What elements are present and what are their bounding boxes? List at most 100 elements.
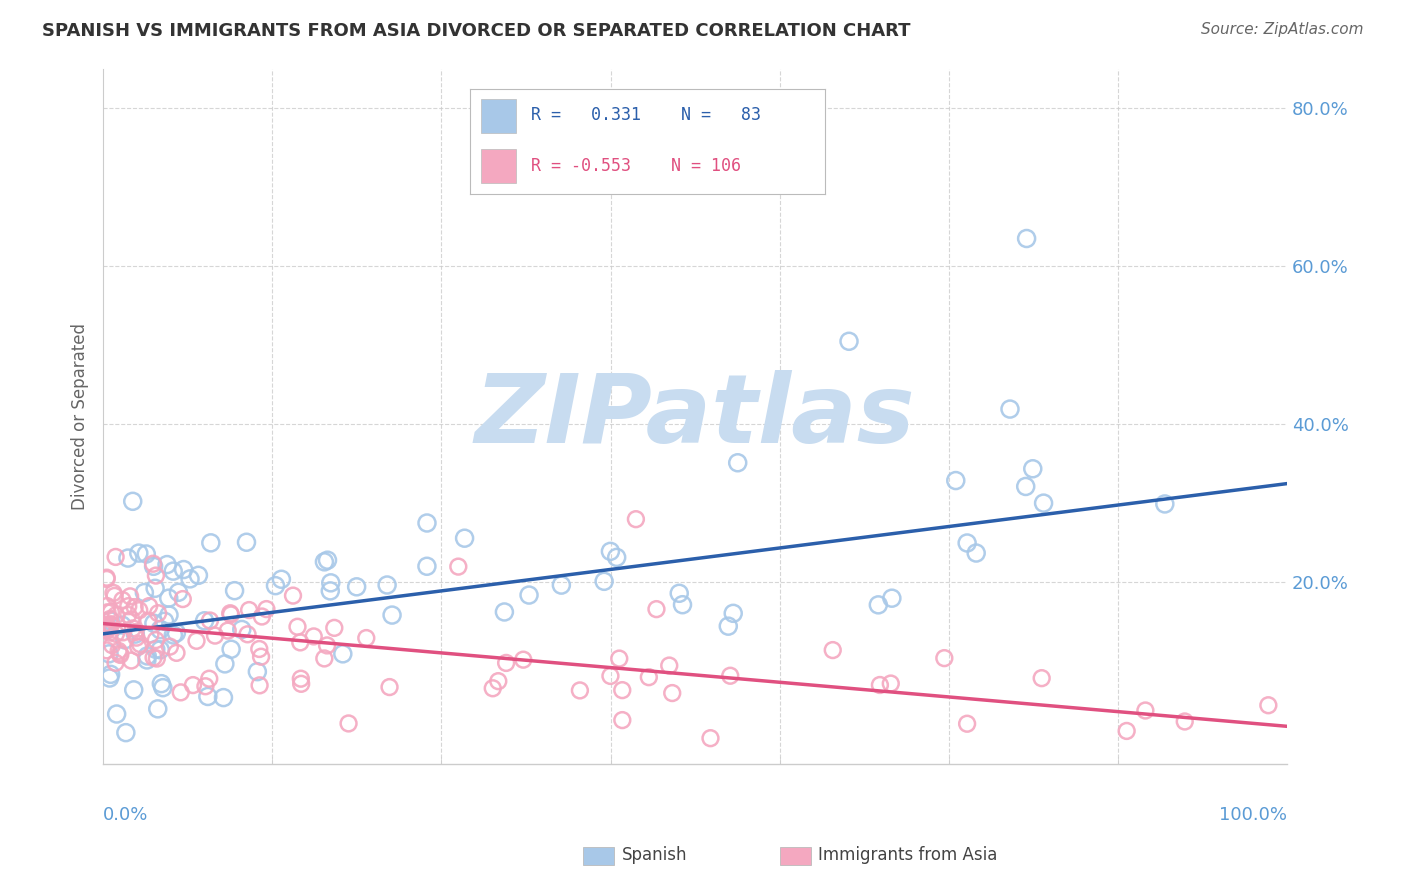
Point bbox=[550, 578, 572, 592]
Point bbox=[98, 612, 121, 626]
Point bbox=[224, 583, 246, 598]
Point bbox=[98, 647, 121, 661]
Point bbox=[121, 612, 143, 626]
Point bbox=[1257, 698, 1279, 713]
Point bbox=[153, 615, 176, 629]
Point bbox=[593, 574, 616, 589]
Point bbox=[124, 627, 146, 641]
Point bbox=[104, 549, 127, 564]
Point bbox=[129, 637, 152, 651]
Point bbox=[447, 559, 470, 574]
Point bbox=[197, 690, 219, 704]
Point bbox=[157, 607, 180, 622]
Point bbox=[96, 617, 118, 632]
Point bbox=[727, 456, 749, 470]
Point bbox=[1015, 479, 1038, 493]
Point bbox=[145, 633, 167, 648]
Point bbox=[150, 676, 173, 690]
Point bbox=[880, 676, 903, 690]
Point bbox=[1022, 462, 1045, 476]
Point bbox=[219, 642, 242, 657]
Point bbox=[264, 579, 287, 593]
Point bbox=[146, 606, 169, 620]
Point bbox=[112, 625, 135, 640]
Point bbox=[146, 651, 169, 665]
Point bbox=[159, 640, 181, 654]
Text: 0.0%: 0.0% bbox=[103, 806, 149, 824]
Point bbox=[356, 631, 378, 645]
Point bbox=[721, 607, 744, 621]
Point bbox=[568, 683, 591, 698]
Point bbox=[869, 678, 891, 692]
Point bbox=[316, 553, 339, 567]
Point bbox=[254, 602, 277, 616]
Point bbox=[117, 599, 139, 614]
Point bbox=[612, 683, 634, 698]
Point bbox=[238, 603, 260, 617]
Point bbox=[135, 547, 157, 561]
Point bbox=[101, 638, 124, 652]
Point bbox=[246, 665, 269, 679]
Point bbox=[945, 474, 967, 488]
Point bbox=[124, 625, 146, 640]
Point bbox=[146, 702, 169, 716]
Point bbox=[136, 648, 159, 663]
Point bbox=[517, 588, 540, 602]
Point bbox=[142, 557, 165, 571]
Point bbox=[323, 621, 346, 635]
Point bbox=[316, 639, 339, 653]
Point bbox=[170, 685, 193, 699]
Point bbox=[115, 725, 138, 739]
Point bbox=[838, 334, 860, 349]
Point bbox=[117, 551, 139, 566]
Point bbox=[96, 599, 118, 613]
Point bbox=[214, 657, 236, 671]
Point bbox=[105, 608, 128, 623]
Point bbox=[416, 516, 439, 530]
Point bbox=[270, 572, 292, 586]
Point bbox=[624, 512, 647, 526]
Point bbox=[181, 678, 204, 692]
Point bbox=[104, 589, 127, 603]
Point bbox=[217, 624, 239, 638]
Point bbox=[1015, 231, 1038, 245]
Point bbox=[194, 679, 217, 693]
Point bbox=[128, 546, 150, 560]
Point bbox=[96, 622, 118, 636]
Point bbox=[111, 593, 134, 607]
Point bbox=[212, 690, 235, 705]
Point bbox=[142, 616, 165, 631]
Point bbox=[998, 402, 1021, 417]
Point bbox=[661, 686, 683, 700]
Point bbox=[290, 635, 312, 649]
Point bbox=[96, 571, 118, 585]
Point bbox=[96, 622, 118, 636]
Point bbox=[607, 651, 630, 665]
Point bbox=[165, 626, 187, 640]
Point bbox=[149, 642, 172, 657]
Point bbox=[235, 535, 257, 549]
Point bbox=[319, 583, 342, 598]
Point bbox=[187, 568, 209, 582]
Point bbox=[96, 605, 118, 619]
Point bbox=[111, 618, 134, 632]
Point bbox=[156, 558, 179, 572]
Point bbox=[149, 623, 172, 637]
Point bbox=[934, 651, 956, 665]
Point bbox=[122, 682, 145, 697]
Point bbox=[717, 619, 740, 633]
Point bbox=[128, 603, 150, 617]
Point bbox=[98, 625, 121, 640]
Point bbox=[606, 550, 628, 565]
Text: Source: ZipAtlas.com: Source: ZipAtlas.com bbox=[1201, 22, 1364, 37]
Point bbox=[314, 651, 336, 665]
Point bbox=[108, 647, 131, 661]
Point bbox=[122, 622, 145, 636]
Point bbox=[346, 580, 368, 594]
Point bbox=[145, 642, 167, 657]
Point bbox=[219, 607, 242, 622]
Point bbox=[167, 585, 190, 599]
Point bbox=[96, 643, 118, 657]
Point bbox=[96, 624, 118, 638]
Point bbox=[219, 606, 242, 620]
